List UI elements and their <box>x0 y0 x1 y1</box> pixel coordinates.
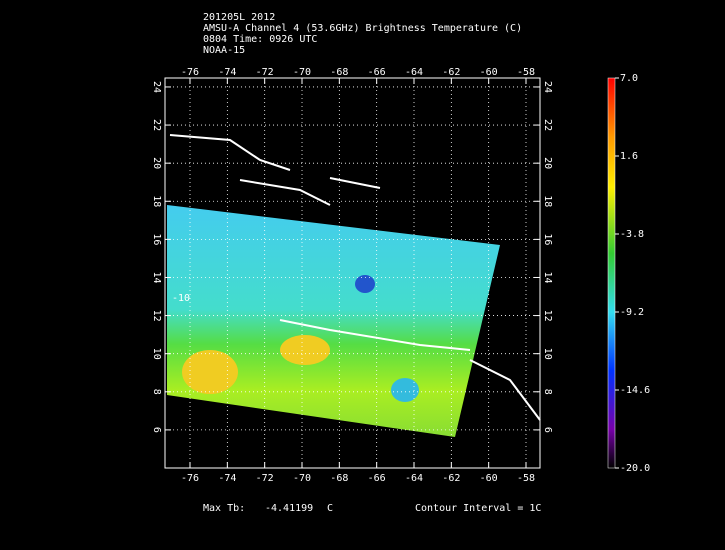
y-tick-label: 20 <box>542 157 553 169</box>
x-tick-label: -66 <box>368 67 386 78</box>
x-tick-label: -70 <box>293 473 311 484</box>
colorbar <box>607 77 616 469</box>
x-tick-label: -72 <box>256 67 274 78</box>
y-tick-label: 12 <box>542 310 553 322</box>
x-tick-label: -62 <box>442 67 460 78</box>
x-tick-label: -72 <box>256 473 274 484</box>
x-tick-label: -64 <box>405 473 423 484</box>
y-tick-label: 24 <box>151 81 162 93</box>
x-tick-label: -62 <box>442 473 460 484</box>
data-swath <box>167 205 500 437</box>
x-tick-label: -60 <box>480 67 498 78</box>
y-tick-label: 8 <box>542 389 553 395</box>
contour-label: -10 <box>172 293 190 304</box>
x-tick-label: -58 <box>517 473 535 484</box>
y-tick-label: 16 <box>151 233 162 245</box>
y-tick-label: 8 <box>151 389 162 395</box>
title-line: 0804 Time: 0926 UTC <box>203 34 317 45</box>
y-tick-label: 12 <box>151 310 162 322</box>
footer-max-unit: C <box>327 503 333 514</box>
x-tick-label: -74 <box>218 473 236 484</box>
plot-frame <box>164 77 541 469</box>
warm-area <box>280 335 330 365</box>
colorbar-label: -3.8 <box>620 229 644 240</box>
x-tick-label: -58 <box>517 67 535 78</box>
x-tick-label: -68 <box>330 67 348 78</box>
x-tick-label: -68 <box>330 473 348 484</box>
colorbar-label: 7.0 <box>620 73 638 84</box>
title-line: NOAA-15 <box>203 45 245 56</box>
y-tick-label: 10 <box>542 348 553 360</box>
cold-area <box>391 378 419 402</box>
title-line: AMSU-A Channel 4 (53.6GHz) Brightness Te… <box>203 23 522 34</box>
coastline <box>169 134 541 421</box>
x-tick-label: -64 <box>405 67 423 78</box>
colorbar-label: -14.6 <box>620 385 650 396</box>
y-tick-label: 14 <box>542 271 553 283</box>
y-tick-label: 22 <box>151 119 162 131</box>
y-tick-label: 22 <box>542 119 553 131</box>
footer-max-label: Max Tb: <box>203 503 245 514</box>
y-tick-label: 24 <box>542 81 553 93</box>
x-tick-label: -70 <box>293 67 311 78</box>
y-tick-label: 18 <box>151 195 162 207</box>
x-tick-label: -60 <box>480 473 498 484</box>
colorbar-label: -9.2 <box>620 307 644 318</box>
y-tick-label: 14 <box>151 271 162 283</box>
y-tick-label: 20 <box>151 157 162 169</box>
footer-max-value: -4.41199 <box>265 503 313 514</box>
colorbar-label: 1.6 <box>620 151 638 162</box>
cold-area <box>355 275 375 293</box>
x-tick-label: -76 <box>181 473 199 484</box>
colorbar-label: -20.0 <box>620 463 650 474</box>
y-tick-label: 6 <box>151 427 162 433</box>
title-line: 201205L 2012 <box>203 12 275 23</box>
warm-area <box>182 350 238 394</box>
footer-contour: Contour Interval = 1C <box>415 503 541 514</box>
x-tick-label: -74 <box>218 67 236 78</box>
x-tick-label: -66 <box>368 473 386 484</box>
x-tick-label: -76 <box>181 67 199 78</box>
y-tick-label: 6 <box>542 427 553 433</box>
y-tick-label: 18 <box>542 195 553 207</box>
y-tick-label: 10 <box>151 348 162 360</box>
y-tick-label: 16 <box>542 233 553 245</box>
